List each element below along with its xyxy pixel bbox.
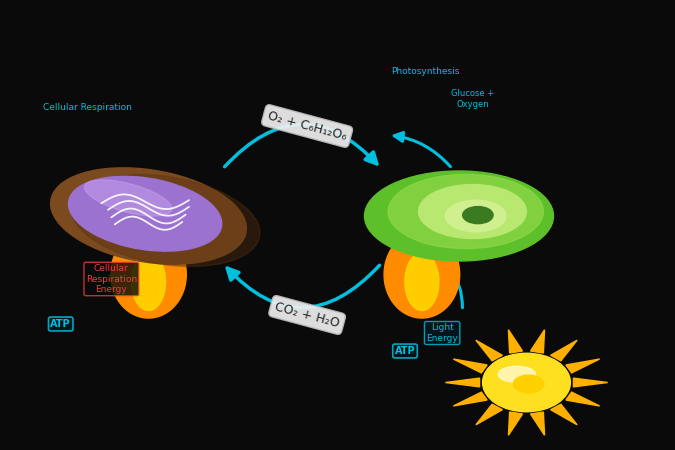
Polygon shape (551, 404, 577, 425)
Polygon shape (476, 340, 502, 361)
Ellipse shape (51, 168, 246, 264)
Text: Photosynthesis: Photosynthesis (391, 68, 460, 76)
Text: Light
Energy: Light Energy (426, 323, 458, 343)
Polygon shape (384, 231, 460, 318)
Text: CO₂ + H₂O: CO₂ + H₂O (273, 300, 341, 330)
Polygon shape (405, 253, 439, 310)
Polygon shape (566, 392, 599, 406)
Text: Glucose +
Oxygen: Glucose + Oxygen (451, 89, 494, 109)
Ellipse shape (418, 184, 526, 239)
Ellipse shape (71, 175, 260, 266)
Ellipse shape (364, 171, 554, 261)
Circle shape (483, 353, 570, 412)
Text: Cellular
Respiration
Energy: Cellular Respiration Energy (86, 264, 137, 294)
Ellipse shape (68, 176, 222, 251)
Ellipse shape (498, 366, 535, 382)
Polygon shape (476, 404, 502, 425)
Ellipse shape (463, 207, 493, 224)
Polygon shape (574, 378, 608, 387)
Polygon shape (132, 253, 165, 310)
Text: Cellular Respiration: Cellular Respiration (43, 104, 132, 112)
Polygon shape (454, 392, 487, 406)
Ellipse shape (388, 174, 543, 248)
Ellipse shape (446, 200, 506, 232)
Ellipse shape (513, 375, 544, 393)
Polygon shape (111, 231, 186, 318)
Ellipse shape (84, 180, 172, 216)
Polygon shape (508, 330, 522, 353)
Text: O₂ + C₆H₁₂O₆: O₂ + C₆H₁₂O₆ (266, 109, 348, 143)
Polygon shape (508, 412, 522, 435)
Polygon shape (531, 330, 545, 353)
Text: ATP: ATP (51, 319, 71, 329)
Polygon shape (446, 378, 479, 387)
Text: ATP: ATP (395, 346, 415, 356)
Polygon shape (551, 340, 577, 361)
Polygon shape (454, 359, 487, 373)
Polygon shape (531, 412, 545, 435)
Polygon shape (566, 359, 599, 373)
